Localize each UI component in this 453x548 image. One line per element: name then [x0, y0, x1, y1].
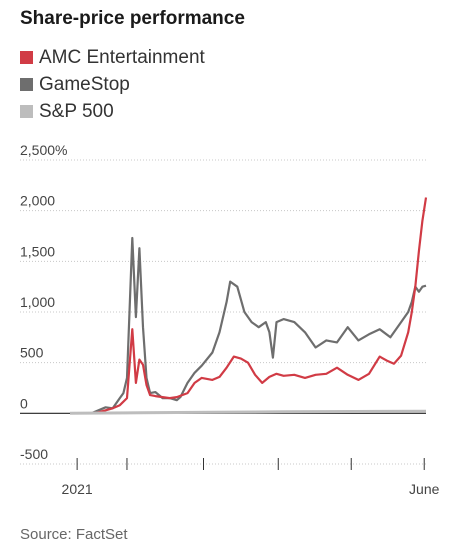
legend-swatch-sp500 [20, 105, 33, 118]
y-tick-label: 2,500% [20, 142, 67, 158]
legend-label-amc: AMC Entertainment [39, 46, 205, 68]
y-tick-label: -500 [20, 446, 48, 462]
source-note: Source: FactSet [20, 526, 128, 543]
legend-label-gamestop: GameStop [39, 73, 130, 95]
x-tick-label: June [409, 481, 440, 497]
legend-item-sp500: S&P 500 [20, 98, 205, 125]
legend-label-sp500: S&P 500 [39, 100, 114, 122]
x-tick-label: 2021 [62, 481, 93, 497]
legend-item-gamestop: GameStop [20, 71, 205, 98]
legend-swatch-amc [20, 51, 33, 64]
y-tick-label: 500 [20, 345, 44, 361]
y-tick-label: 0 [20, 395, 28, 411]
legend-swatch-gamestop [20, 78, 33, 91]
series-line-amc-entertainment [70, 197, 428, 415]
series-line-s-p-500 [69, 409, 427, 415]
y-tick-label: 2,000 [20, 193, 55, 209]
chart-legend: AMC Entertainment GameStop S&P 500 [20, 44, 205, 125]
series-line-gamestop [70, 236, 427, 415]
y-tick-label: 1,000 [20, 294, 55, 310]
legend-item-amc: AMC Entertainment [20, 44, 205, 71]
y-tick-label: 1,500 [20, 243, 55, 259]
chart-title: Share-price performance [20, 8, 245, 29]
